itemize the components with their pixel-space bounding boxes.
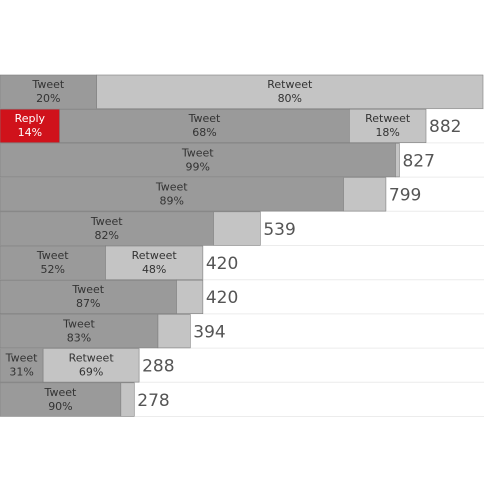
bar-segment-tweet <box>0 348 44 383</box>
bar-segment-retweet <box>176 279 204 315</box>
segment-type-label: Retweet <box>132 249 178 262</box>
segment-percent-label: 89% <box>160 195 184 208</box>
bar-segment-retweet <box>343 177 387 212</box>
segment-type-label: Retweet <box>69 352 115 365</box>
segment-percent-label: 69% <box>79 366 103 379</box>
segment-percent-label: 82% <box>95 229 119 242</box>
bar-segment-tweet <box>0 143 396 178</box>
segment-percent-label: 99% <box>185 160 209 173</box>
bar-total-label: 278 <box>137 391 169 411</box>
segment-type-label: Tweet <box>62 317 95 330</box>
bar-total-label: 539 <box>263 220 295 240</box>
bar-segment-retweet <box>96 74 484 109</box>
bar-total-label: 420 <box>206 288 238 308</box>
bar-segment-retweet <box>349 108 427 143</box>
bar-segment-tweet <box>0 382 122 417</box>
bar-segment-tweet <box>0 279 177 315</box>
segment-type-label: Tweet <box>5 352 38 365</box>
segment-type-label: Tweet <box>155 181 188 194</box>
segment-percent-label: 31% <box>9 366 33 379</box>
bar-segment-retweet <box>120 382 135 417</box>
segment-percent-label: 90% <box>48 400 72 413</box>
segment-percent-label: 83% <box>67 331 91 344</box>
segment-percent-label: 20% <box>36 92 60 105</box>
bar-segment-tweet <box>0 245 106 280</box>
segment-type-label: Tweet <box>71 283 104 296</box>
bar-total-label: 420 <box>206 254 238 274</box>
segment-type-label: Tweet <box>90 215 123 228</box>
segment-type-label: Tweet <box>36 249 69 262</box>
segment-type-label: Tweet <box>31 78 64 91</box>
bar-segment-tweet <box>0 211 214 246</box>
segment-percent-label: 48% <box>142 263 166 276</box>
bar-segment-retweet <box>213 211 261 246</box>
segment-type-label: Tweet <box>181 146 214 159</box>
bar-total-label: 288 <box>142 357 174 377</box>
bar-segment-tweet <box>0 177 344 212</box>
segment-percent-label: 52% <box>41 263 65 276</box>
bar-segment-retweet <box>395 143 400 178</box>
segment-percent-label: 80% <box>278 92 302 105</box>
segment-type-label: Retweet <box>267 78 313 91</box>
segment-percent-label: 87% <box>76 297 100 310</box>
bar-segment-retweet <box>157 314 191 349</box>
bar-segment-retweet <box>105 245 204 280</box>
bar-total-label: 799 <box>389 186 421 206</box>
bar-total-label: 394 <box>193 322 225 342</box>
segment-type-label: Tweet <box>188 112 221 125</box>
segment-type-label: Tweet <box>44 386 77 399</box>
segment-percent-label: 18% <box>375 126 399 139</box>
bar-segment-tweet <box>0 74 97 109</box>
bar-segment-tweet <box>0 314 159 349</box>
bar-total-label: 882 <box>429 117 461 137</box>
segment-type-label: Retweet <box>365 112 411 125</box>
segment-type-label: Reply <box>15 112 46 125</box>
bar-segment-tweet <box>59 108 350 143</box>
bar-segment-retweet <box>42 348 140 383</box>
bar-total-label: 827 <box>402 151 434 171</box>
segment-percent-label: 68% <box>192 126 216 139</box>
segment-percent-label: 14% <box>18 126 42 139</box>
